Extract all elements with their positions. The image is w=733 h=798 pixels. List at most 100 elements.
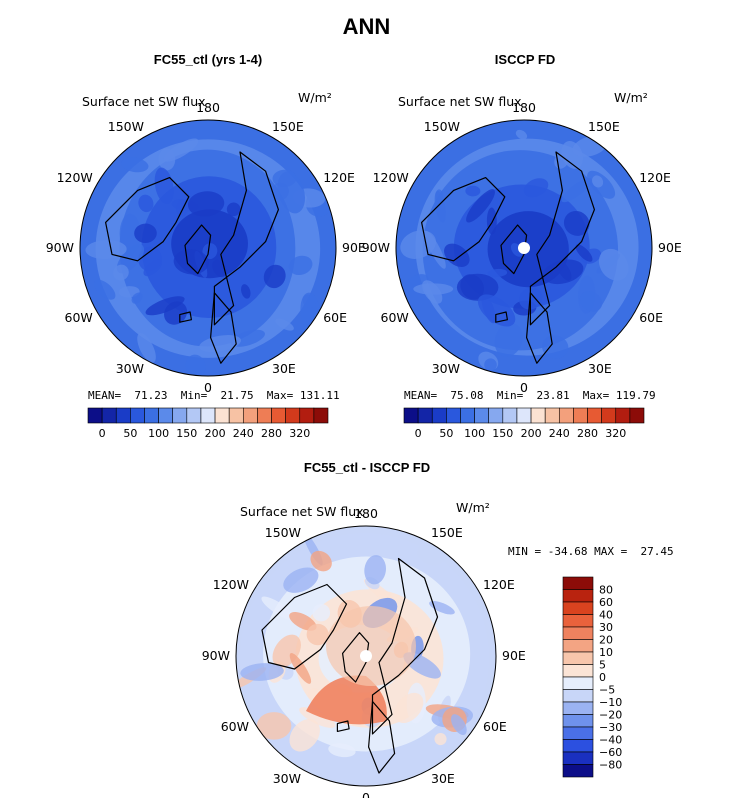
coastline bbox=[500, 224, 528, 275]
field-patch bbox=[283, 567, 319, 593]
colorbar-tick-label: 200 bbox=[521, 427, 542, 440]
field-patch bbox=[310, 550, 332, 572]
colorbar-swatch bbox=[562, 651, 594, 665]
field-patch bbox=[187, 191, 225, 217]
lon-label: 150E bbox=[431, 525, 463, 540]
field-patch bbox=[541, 335, 569, 359]
field-patch bbox=[422, 280, 443, 304]
coastline bbox=[184, 224, 212, 275]
lon-label: 150E bbox=[272, 119, 304, 134]
panel-2-stats: MEAN= 75.08 Min= 23.81 Max= 119.79 bbox=[404, 389, 656, 402]
field-patch bbox=[185, 354, 206, 376]
lon-label: 90W bbox=[46, 240, 74, 255]
main-title: ANN bbox=[342, 14, 391, 39]
field-patch bbox=[364, 555, 386, 585]
panel-1-title: FC55_ctl (yrs 1-4) bbox=[153, 52, 263, 67]
colorbar-swatch bbox=[562, 739, 594, 753]
map-outline bbox=[79, 119, 337, 377]
field-patch bbox=[434, 733, 447, 746]
coastline bbox=[526, 292, 553, 364]
field-patch bbox=[113, 264, 129, 281]
field-patch bbox=[131, 292, 143, 304]
field-patch bbox=[137, 333, 156, 363]
field-patch bbox=[444, 243, 470, 267]
field-patch bbox=[289, 653, 312, 684]
panel-3-variable-label: Surface net SW flux bbox=[240, 504, 364, 519]
lon-label: 30W bbox=[432, 361, 460, 376]
field-patch bbox=[226, 202, 241, 217]
field-patch bbox=[199, 335, 242, 353]
field-patch bbox=[563, 210, 590, 236]
field-patch bbox=[288, 255, 313, 276]
colorbar-tick-label: 100 bbox=[464, 427, 485, 440]
panel-3-title: FC55_ctl - ISCCP FD bbox=[303, 460, 431, 475]
colorbar-swatch bbox=[562, 589, 594, 603]
lon-label: 30E bbox=[588, 361, 612, 376]
lon-label: 30W bbox=[273, 771, 301, 786]
field-patch bbox=[275, 318, 294, 331]
lon-label: 0 bbox=[520, 380, 528, 395]
map-outline bbox=[395, 119, 653, 377]
lon-label: 30E bbox=[431, 771, 455, 786]
colorbar-swatch bbox=[562, 764, 594, 778]
field-patch bbox=[134, 223, 157, 243]
colorbar-tick-label: 0 bbox=[415, 427, 422, 440]
field-patch bbox=[465, 185, 481, 197]
panel-2-units-label: W/m² bbox=[614, 90, 648, 105]
colorbar-tick-label: 60 bbox=[599, 596, 613, 609]
lon-label: 30E bbox=[272, 361, 296, 376]
colorbar-tick-label: 30 bbox=[599, 621, 613, 634]
colorbar-swatch bbox=[562, 626, 594, 640]
field-patch bbox=[261, 596, 297, 622]
panel-3-stats: MIN = -34.68 MAX = 27.45 bbox=[508, 545, 674, 558]
field-patch bbox=[272, 169, 297, 188]
colorbar-tick-label: −5 bbox=[599, 684, 615, 697]
lon-label: 120W bbox=[213, 577, 249, 592]
colorbar-tick-label: 150 bbox=[176, 427, 197, 440]
coastline bbox=[368, 700, 396, 774]
colorbar-tick-label: 150 bbox=[492, 427, 513, 440]
lon-label: 180 bbox=[354, 506, 378, 521]
field-patch bbox=[85, 240, 127, 259]
colorbar-tick-label: −20 bbox=[599, 709, 622, 722]
field-patch bbox=[312, 603, 331, 622]
field-patch bbox=[494, 322, 523, 357]
lon-label: 60W bbox=[65, 310, 93, 325]
lon-label: 120E bbox=[483, 577, 515, 592]
field-patch bbox=[556, 260, 572, 281]
lon-label: 150E bbox=[588, 119, 620, 134]
colorbar-swatch bbox=[562, 726, 594, 740]
lon-label: 90W bbox=[202, 648, 230, 663]
lon-label: 120E bbox=[323, 170, 355, 185]
coastline bbox=[213, 151, 279, 326]
colorbar-swatch bbox=[562, 714, 594, 728]
field-patch bbox=[487, 268, 508, 278]
warm-anomaly bbox=[326, 606, 416, 686]
lon-label: 90E bbox=[658, 240, 682, 255]
field-patch bbox=[138, 246, 162, 272]
coastline bbox=[261, 583, 348, 670]
map-field-layer bbox=[80, 120, 336, 376]
colorbar-swatch bbox=[562, 576, 594, 590]
coastline bbox=[529, 151, 595, 326]
colorbar-tick-label: −40 bbox=[599, 734, 622, 747]
colorbar-tick-label: 80 bbox=[599, 584, 613, 597]
panel-3-units-label: W/m² bbox=[456, 500, 490, 515]
warm-anomaly bbox=[306, 675, 387, 725]
lon-label: 60W bbox=[381, 310, 409, 325]
lon-label: 60E bbox=[323, 310, 347, 325]
map-field-layer bbox=[236, 526, 496, 786]
field-patch bbox=[94, 279, 116, 300]
lon-label: 150W bbox=[108, 119, 144, 134]
field-patch bbox=[417, 543, 445, 566]
pole-missing-data bbox=[518, 242, 530, 254]
colorbar-tick-label: 0 bbox=[99, 427, 106, 440]
colorbar-tick-label: 40 bbox=[599, 609, 613, 622]
colorbar-swatch bbox=[562, 676, 594, 690]
field-patch bbox=[138, 194, 154, 213]
field-patch bbox=[429, 601, 455, 615]
colorbar-tick-label: 5 bbox=[599, 659, 606, 672]
